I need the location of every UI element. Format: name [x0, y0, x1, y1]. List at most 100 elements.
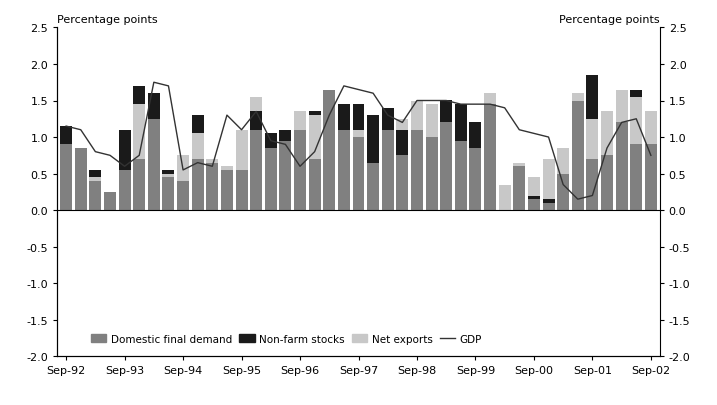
Bar: [163, 171, 174, 174]
Bar: [338, 130, 350, 211]
Bar: [250, 112, 262, 130]
Bar: [528, 178, 540, 200]
Bar: [513, 163, 526, 167]
Bar: [587, 76, 599, 119]
Bar: [280, 130, 291, 141]
Bar: [90, 178, 101, 181]
Bar: [440, 101, 452, 123]
Bar: [470, 123, 481, 149]
Bar: [104, 192, 116, 211]
Bar: [280, 130, 291, 138]
Text: Percentage points: Percentage points: [57, 15, 158, 25]
Bar: [543, 200, 554, 203]
Bar: [571, 94, 584, 211]
Bar: [381, 109, 394, 130]
Bar: [250, 98, 262, 112]
Bar: [353, 105, 364, 130]
Bar: [630, 90, 642, 145]
Bar: [557, 174, 569, 211]
Bar: [426, 105, 437, 138]
Bar: [381, 130, 394, 211]
Bar: [177, 156, 189, 211]
Bar: [528, 196, 540, 200]
Bar: [630, 98, 642, 211]
Bar: [367, 116, 379, 141]
Bar: [470, 123, 481, 145]
Bar: [455, 141, 467, 211]
Text: Percentage points: Percentage points: [559, 15, 660, 25]
Bar: [630, 90, 642, 98]
Bar: [308, 112, 320, 116]
Bar: [601, 112, 613, 156]
Bar: [133, 105, 146, 211]
Bar: [191, 116, 204, 134]
Bar: [645, 112, 657, 211]
Bar: [206, 160, 218, 163]
Bar: [308, 112, 320, 160]
Bar: [90, 171, 101, 211]
Bar: [587, 119, 599, 160]
Bar: [616, 90, 627, 211]
Bar: [60, 145, 72, 211]
Bar: [440, 123, 452, 211]
Bar: [353, 105, 364, 138]
Bar: [294, 112, 306, 130]
Bar: [133, 87, 146, 160]
Bar: [470, 149, 481, 211]
Bar: [265, 134, 277, 138]
Bar: [148, 94, 160, 119]
Bar: [206, 160, 218, 211]
Bar: [397, 119, 409, 130]
Bar: [440, 101, 452, 109]
Bar: [411, 101, 423, 130]
Bar: [265, 149, 277, 211]
Bar: [484, 94, 496, 211]
Bar: [557, 149, 569, 174]
Bar: [221, 167, 233, 211]
Bar: [133, 87, 146, 105]
Bar: [236, 130, 247, 171]
Bar: [499, 185, 511, 211]
Bar: [338, 105, 350, 130]
Bar: [601, 112, 613, 211]
Bar: [543, 160, 554, 203]
Bar: [587, 76, 599, 211]
Bar: [75, 149, 87, 211]
Bar: [484, 94, 496, 105]
Bar: [571, 94, 584, 101]
Bar: [177, 156, 189, 181]
Bar: [265, 134, 277, 149]
Bar: [353, 130, 364, 211]
Bar: [148, 119, 160, 211]
Bar: [338, 105, 350, 116]
Bar: [543, 200, 554, 211]
Bar: [455, 105, 467, 141]
Bar: [308, 116, 320, 211]
Bar: [118, 130, 130, 171]
Bar: [426, 105, 437, 211]
Bar: [411, 101, 423, 211]
Bar: [280, 141, 291, 211]
Bar: [381, 109, 394, 112]
Bar: [367, 163, 379, 211]
Bar: [397, 156, 409, 211]
Bar: [236, 130, 247, 211]
Bar: [221, 167, 233, 171]
Bar: [367, 116, 379, 163]
Bar: [645, 112, 657, 145]
Bar: [191, 116, 204, 160]
Bar: [118, 130, 130, 171]
Bar: [250, 130, 262, 211]
Bar: [90, 171, 101, 178]
Bar: [513, 167, 526, 211]
Bar: [397, 130, 409, 156]
Bar: [118, 171, 130, 211]
Bar: [528, 196, 540, 211]
Bar: [323, 90, 336, 211]
Bar: [60, 127, 72, 145]
Bar: [148, 94, 160, 119]
Bar: [455, 105, 467, 141]
Bar: [191, 134, 204, 211]
Bar: [163, 174, 174, 178]
Bar: [294, 112, 306, 211]
